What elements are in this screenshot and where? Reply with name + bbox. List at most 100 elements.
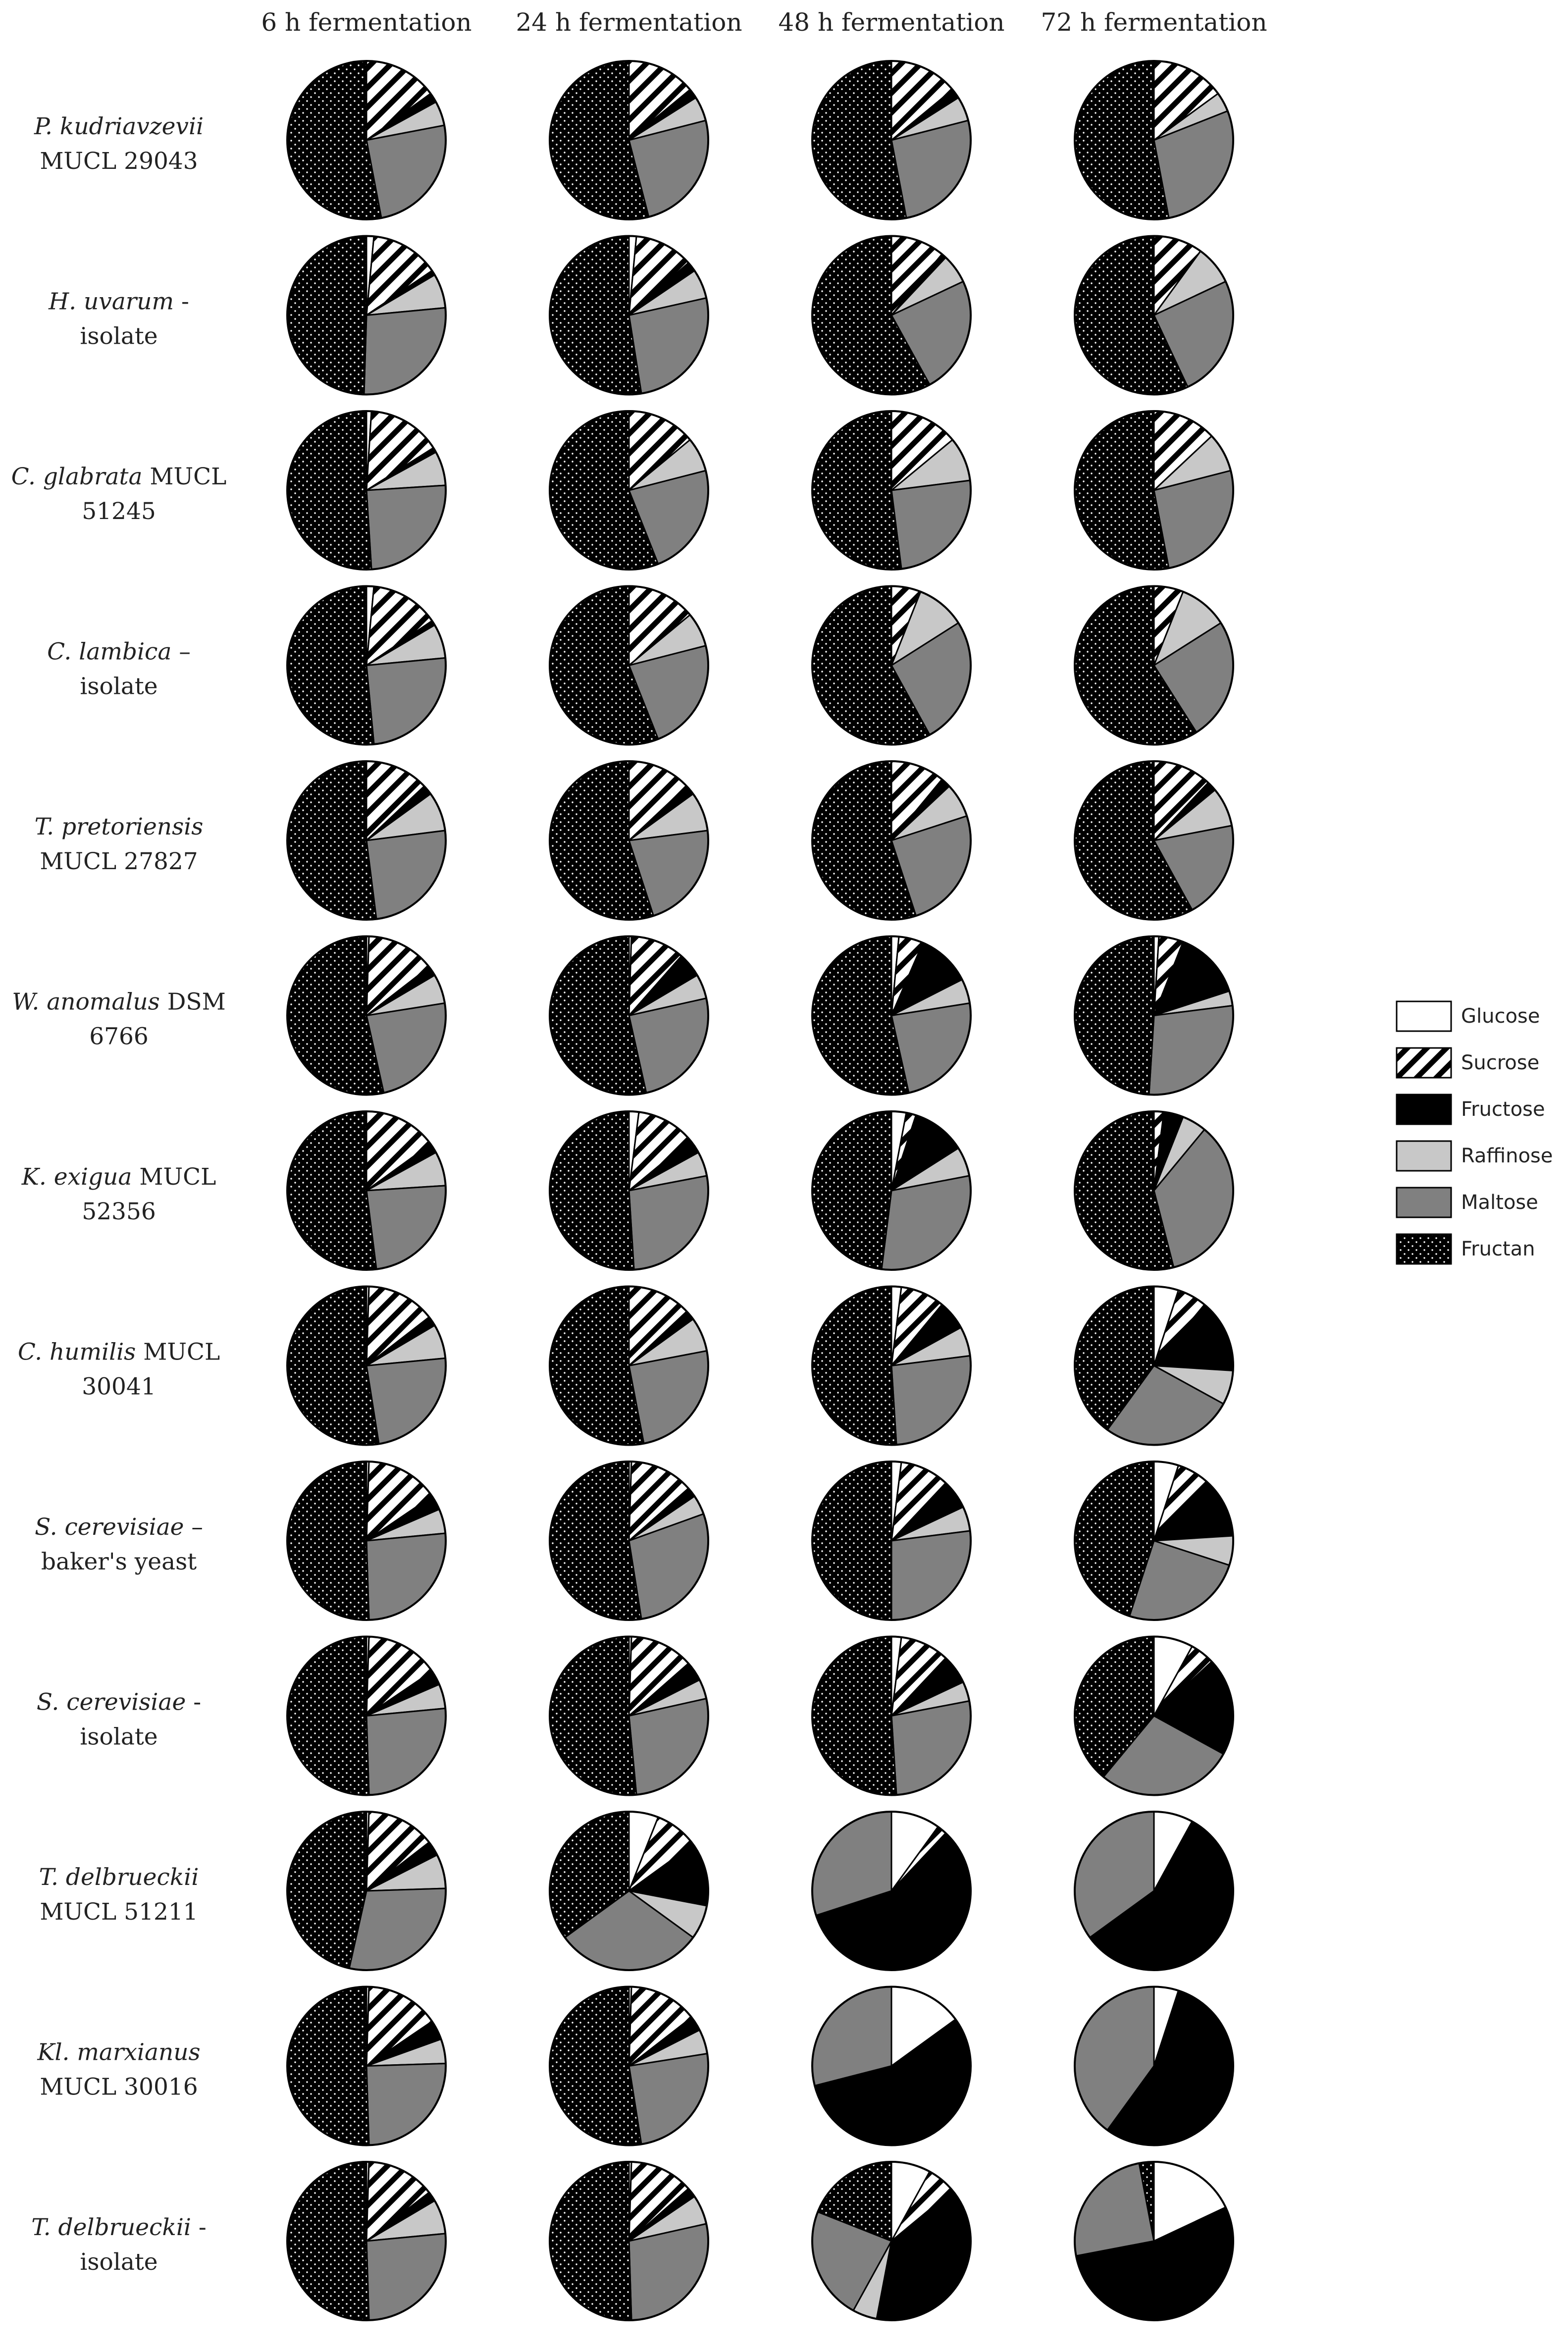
slice-fructan	[286, 585, 375, 745]
pie-7-48-h-fermentation	[811, 1110, 972, 1271]
pie-12-24-h-fermentation	[549, 1985, 709, 2146]
slice-fructan	[549, 1285, 645, 1446]
slice-fructan	[549, 1110, 635, 1271]
row-label-part: –	[171, 638, 190, 666]
row-label-part: T. pretoriensis	[35, 813, 204, 840]
column-label-24-h-fermentation: 24 h fermentation	[516, 8, 742, 37]
pie-3-6-h-fermentation	[286, 410, 447, 571]
row-label-part: 51245	[82, 498, 156, 525]
pie-outline	[286, 935, 447, 1096]
row-label-line1: K. exigua MUCL	[21, 1163, 216, 1191]
pie-6-48-h-fermentation	[811, 935, 972, 1096]
pie-outline	[1074, 1985, 1234, 2146]
pie-9-24-h-fermentation	[549, 1461, 709, 1621]
row-label-part: W. anomalus	[12, 989, 160, 1016]
pie-4-72-h-fermentation	[1074, 585, 1234, 746]
row-label-line2: MUCL 29043	[40, 148, 198, 175]
pie-8-48-h-fermentation	[811, 1285, 972, 1446]
row-label-line1: C. glabrata MUCL	[11, 463, 227, 490]
row-label-part: DSM	[160, 989, 226, 1016]
row-label-line1: P. kudriavzevii	[34, 113, 204, 140]
pie-outline	[286, 410, 447, 571]
legend-label-fructan: Fructan	[1461, 1238, 1535, 1260]
pie-outline	[811, 760, 972, 921]
pie-10-6-h-fermentation	[286, 1635, 447, 1796]
pie-outline	[1074, 1635, 1234, 1796]
legend-swatch-fructose	[1396, 1094, 1452, 1125]
slice-fructan	[286, 60, 382, 220]
pie-8-24-h-fermentation	[549, 1285, 709, 1446]
pie-2-6-h-fermentation	[286, 235, 447, 396]
pie-5-72-h-fermentation	[1074, 760, 1234, 921]
row-label-part: MUCL	[132, 1163, 216, 1191]
legend-label-maltose: Maltose	[1461, 1191, 1538, 1214]
pie-12-6-h-fermentation	[286, 1985, 447, 2146]
row-label-part: MUCL	[142, 463, 226, 490]
slice-fructan	[549, 1985, 642, 2146]
row-label-part: K. exigua	[21, 1163, 132, 1191]
row-label-line1: C. lambica –	[47, 638, 191, 666]
slice-maltose	[366, 657, 447, 745]
pie-1-72-h-fermentation	[1074, 60, 1234, 220]
pie-outline	[811, 235, 972, 396]
pie-outline	[286, 585, 447, 746]
slice-fructan	[286, 1461, 370, 1621]
legend-item-maltose: Maltose	[1396, 1187, 1538, 1218]
pie-3-48-h-fermentation	[811, 410, 972, 571]
slice-maltose	[366, 830, 447, 920]
pie-outline	[286, 1985, 447, 2146]
pie-outline	[1074, 935, 1234, 1096]
row-label-part: P. kudriavzevii	[34, 113, 204, 140]
pie-outline	[811, 1635, 972, 1796]
slice-maltose	[366, 1357, 447, 1445]
row-label-line1: H. uvarum -	[48, 288, 189, 315]
pie-outline	[286, 1635, 447, 1796]
row-label-line2: isolate	[80, 673, 157, 700]
slice-maltose	[628, 2052, 709, 2145]
row-label-part: -	[174, 288, 189, 315]
row-label-line2: MUCL 30016	[40, 2074, 198, 2101]
row-label-part: isolate	[80, 673, 157, 700]
slice-fructan	[549, 1461, 642, 1621]
pie-7-72-h-fermentation	[1074, 1110, 1234, 1271]
pie-outline	[549, 1811, 709, 1971]
row-label-line2: MUCL 27827	[40, 848, 198, 875]
pie-outline	[811, 1461, 972, 1621]
row-label-part: isolate	[80, 323, 157, 350]
row-label-part: C. lambica	[47, 638, 171, 666]
pie-3-24-h-fermentation	[549, 410, 709, 571]
slice-fructan	[286, 2161, 370, 2321]
slice-fructan	[1074, 410, 1170, 571]
pie-5-24-h-fermentation	[549, 760, 709, 921]
row-label-line2: isolate	[80, 2248, 157, 2276]
row-label-line1: W. anomalus DSM	[12, 989, 226, 1016]
slice-maltose	[881, 1175, 972, 1271]
pie-outline	[549, 585, 709, 746]
row-label-part: S. cerevisiae	[37, 1689, 186, 1716]
row-label-part: MUCL	[136, 1339, 220, 1366]
pie-outline	[811, 1110, 972, 1271]
slice-fructan	[549, 2161, 632, 2321]
slice-fructan	[286, 1985, 370, 2146]
slice-maltose	[366, 1532, 447, 1621]
slice-maltose	[366, 1707, 447, 1796]
pie-outline	[1074, 1461, 1234, 1621]
row-label-part: –	[184, 1514, 203, 1541]
slice-maltose	[366, 484, 447, 571]
pie-4-6-h-fermentation	[286, 585, 447, 746]
row-label-line1: T. delbrueckii	[39, 1864, 199, 1891]
row-label-line1: Kl. marxianus	[37, 2039, 200, 2066]
pie-3-72-h-fermentation	[1074, 410, 1234, 571]
slice-maltose	[366, 2233, 447, 2321]
slice-maltose	[366, 2062, 447, 2146]
column-labels: 6 h fermentation 24 h fermentation 48 h fe…	[261, 8, 1267, 37]
row-label-part: S. cerevisiae	[35, 1514, 184, 1541]
pie-1-24-h-fermentation	[549, 60, 709, 220]
pie-outline	[549, 1461, 709, 1621]
pie-4-24-h-fermentation	[549, 585, 709, 746]
pie-6-6-h-fermentation	[286, 935, 447, 1096]
row-label-part: baker's yeast	[41, 1548, 197, 1575]
pie-10-24-h-fermentation	[549, 1635, 709, 1796]
pie-11-72-h-fermentation	[1074, 1811, 1234, 1971]
